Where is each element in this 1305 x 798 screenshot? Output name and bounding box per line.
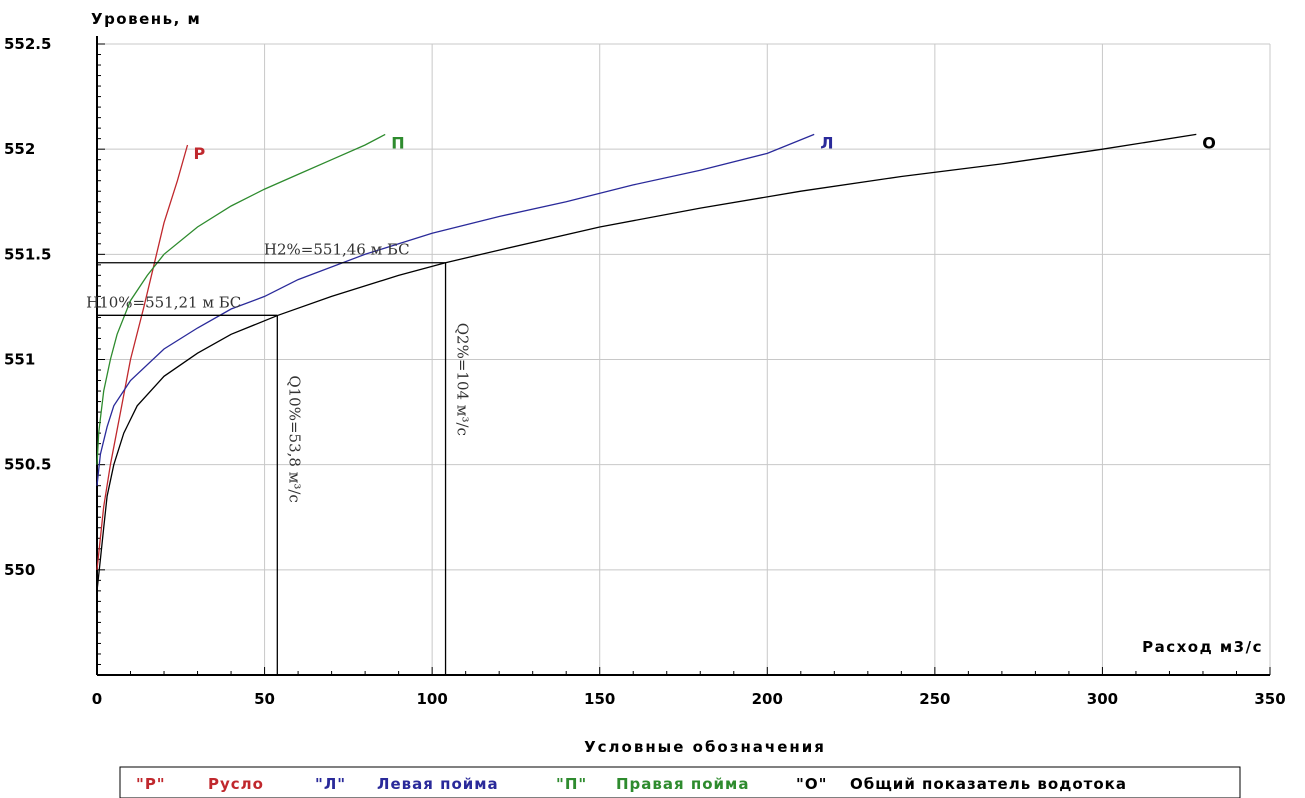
x-tick-label: 300 [1087,690,1118,708]
series-line-Л [96,133,815,486]
series-end-label: П [391,133,404,152]
legend-code: "П" [556,775,587,793]
legend-title: Условные обозначения [584,738,826,756]
x-tick-label: 50 [254,690,275,708]
legend-label: Общий показатель водотока [850,775,1127,793]
legend-code: "Р" [136,775,166,793]
series-line-П [96,133,386,465]
y-tick-label: 552 [4,140,35,158]
x-tick-label: 350 [1254,690,1285,708]
legend-label: Левая пойма [377,775,499,793]
legend-label: Правая пойма [616,775,749,793]
y-tick-label: 550 [4,561,35,579]
series-end-label: О [1202,133,1216,152]
q-label: Q10%=53,8 м³/с [285,375,303,503]
h-label: H10%=551,21 м БС [86,293,241,311]
x-tick-label: 100 [416,690,447,708]
h-label: H2%=551,46 м БС [264,241,410,259]
axes [96,36,1271,676]
annotations: H2%=551,46 м БС Q2%=104 м³/с H10%=551,21 м… [86,241,472,675]
y-tick-label: 551.5 [4,245,51,263]
series-line-О [96,133,1197,591]
legend-items: "Р" Русло "Л" Левая пойма "П" Правая пойма "О"… [136,775,1127,793]
legend-box [119,766,1241,798]
x-tick-label: 150 [584,690,615,708]
legend-code: "О" [796,775,827,793]
legend-code: "Л" [315,775,346,793]
series-line-Р [96,144,189,570]
x-tick-label: 200 [752,690,783,708]
series-lines: РП Л О [96,133,1216,591]
series-end-label: Л [820,133,833,152]
x-tick-label: 0 [92,690,102,708]
series-end-label: Р [193,144,205,163]
legend-label: Русло [208,775,264,793]
grid [97,43,1271,675]
x-tick-label: 250 [919,690,950,708]
x-axis-title: Расход м3/с [1142,638,1263,656]
y-tick-label: 550.5 [4,456,51,474]
y-axis-title: Уровень, м [91,10,201,28]
tick-labels: 0 50 100 150 200 250 300 350 550 550.5 551 551.5 552… [4,35,1286,708]
y-tick-label: 551 [4,351,35,369]
y-tick-label: 552.5 [4,35,51,53]
q-label: Q2%=104 м³/с [454,323,472,436]
